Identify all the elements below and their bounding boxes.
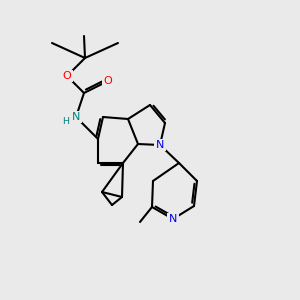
Text: N: N (169, 214, 177, 224)
Text: O: O (63, 71, 71, 81)
Text: N: N (72, 112, 80, 122)
Text: O: O (103, 76, 112, 86)
Text: H: H (62, 118, 70, 127)
Text: N: N (156, 140, 164, 150)
